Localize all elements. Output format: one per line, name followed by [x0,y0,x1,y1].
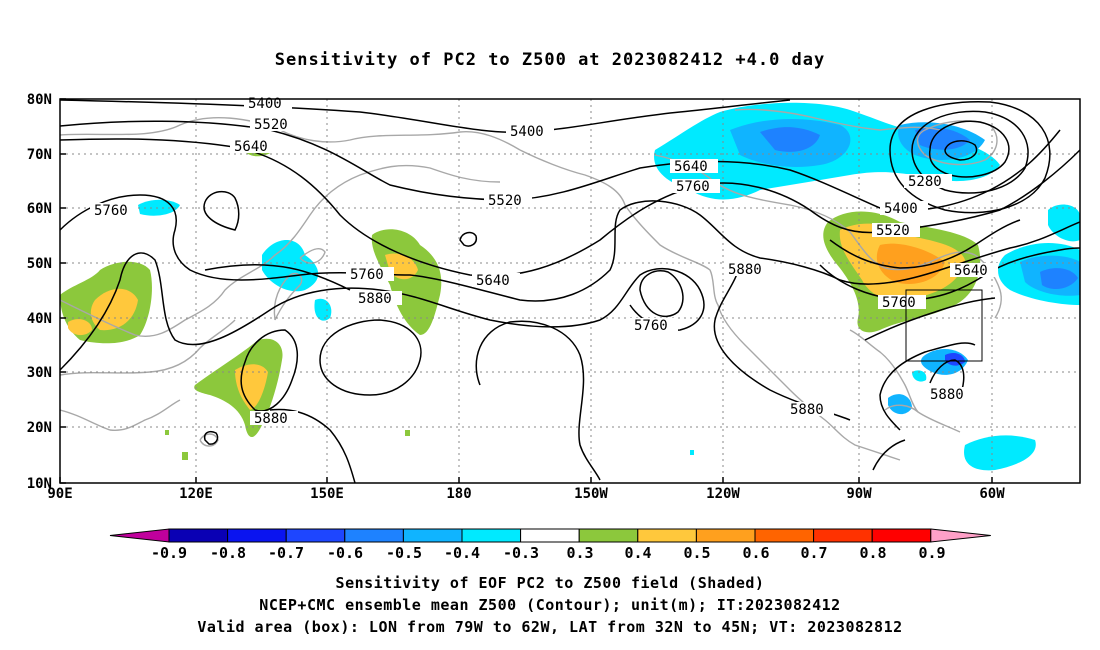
colorbar-cell [344,528,404,543]
colorbar-cell [285,528,346,543]
lon-label: 90E [47,486,72,502]
negative-region [760,127,820,152]
longitude-labels: 90E 120E 150E 180 150W 120W 90W 60W [47,486,1005,502]
colorbar-cell [871,528,932,543]
colorbar-cell [227,528,287,543]
contour-label: 5280 [908,174,942,190]
contour-labels: 5400 5520 5640 5760 5400 5520 5640 5760 … [90,96,998,427]
lon-label: 150W [574,486,608,502]
colorbar-label: -0.6 [327,544,363,562]
contour-label: 5880 [358,291,392,307]
negative-region [314,298,332,321]
contour-label: 5760 [350,267,384,283]
lat-label: 40N [27,311,52,327]
colorbar-label: -0.7 [268,544,304,562]
colorbar-label: -0.9 [151,544,187,562]
negative-region [912,370,927,382]
colorbar-cell [754,528,815,543]
contour-label: 5760 [634,318,668,334]
coastlines [60,108,1002,461]
axis-ticks [59,98,993,484]
colorbar-label: -0.5 [386,544,422,562]
caption-line: Valid area (box): LON from 79W to 62W, L… [197,618,903,636]
caption-line: Sensitivity of EOF PC2 to Z500 field (Sh… [335,574,765,592]
lon-label: 60W [979,486,1005,502]
colorbar-cell [168,528,229,543]
colorbar-label: -0.8 [210,544,246,562]
positive-region [90,288,138,331]
colorbar-label: 0.4 [624,544,651,562]
contour-label: 5400 [510,124,544,140]
colorbar-arrow-left [109,528,170,543]
negative-region [888,394,912,415]
contour-label: 5520 [876,223,910,239]
positive-region [235,364,268,410]
contour-label: 5640 [476,273,510,289]
contour-label: 5880 [790,402,824,418]
colorbar-label: 0.8 [859,544,886,562]
contour-label: 5880 [254,411,288,427]
negative-region [1048,204,1080,242]
sensitivity-shading [60,102,1080,471]
positive-region [68,319,92,336]
colorbar-cell [813,528,873,543]
contour-label: 5640 [234,139,268,155]
lon-label: 120W [706,486,740,502]
colorbar-cell [695,528,756,543]
lat-label: 10N [27,476,52,492]
colorbar-label: -0.4 [444,544,480,562]
lat-label: 20N [27,420,52,436]
positive-region [182,452,188,460]
contour-label: 5760 [882,295,916,311]
contour-label: 5640 [954,263,988,279]
negative-region [915,127,970,150]
colorbar-label: 0.5 [683,544,710,562]
contour-label: 5640 [674,159,708,175]
colorbar-cell [520,528,580,543]
colorbar: -0.9 -0.8 -0.7 -0.6 -0.5 -0.4 -0.3 0.3 0… [109,528,991,562]
caption-block: Sensitivity of EOF PC2 to Z500 field (Sh… [0,572,1100,638]
negative-region [690,450,694,455]
contour-label: 5760 [676,179,710,195]
colorbar-arrow-right [930,528,991,543]
negative-region [964,435,1036,471]
negative-region [1040,268,1078,290]
contour-label: 5760 [94,203,128,219]
lat-label: 70N [27,147,52,163]
chart-title: Sensitivity of PC2 to Z500 at 2023082412… [274,50,826,70]
colorbar-label: 0.3 [566,544,593,562]
contour-label: 5880 [728,262,762,278]
valid-area-box [905,289,983,362]
colorbar-label: 0.7 [800,544,827,562]
caption-line: NCEP+CMC ensemble mean Z500 (Contour); u… [259,596,841,614]
lon-label: 120E [179,486,213,502]
contour-label: 5880 [930,387,964,403]
lon-label: 180 [446,486,471,502]
colorbar-cell [461,528,522,543]
colorbar-label: -0.3 [503,544,539,562]
lat-label: 60N [27,201,52,217]
contour-label: 5520 [488,193,522,209]
colorbar-label: 0.6 [742,544,769,562]
lon-label: 150E [310,486,344,502]
latitude-labels: 80N 70N 60N 50N 40N 30N 20N 10N [27,92,52,492]
positive-region [165,430,169,435]
positive-region [405,430,410,436]
colorbar-cell [637,528,697,543]
lat-label: 80N [27,92,52,108]
contour-label: 5400 [884,201,918,217]
lon-label: 90W [846,486,872,502]
colorbar-label: 0.9 [918,544,945,562]
colorbar-cell [578,528,639,543]
gridlines [60,99,1080,483]
map-frame [59,98,1081,484]
contour-label: 5520 [254,117,288,133]
lat-label: 30N [27,365,52,381]
lat-label: 50N [27,256,52,272]
contour-label: 5400 [248,96,282,112]
colorbar-cell [402,528,463,543]
